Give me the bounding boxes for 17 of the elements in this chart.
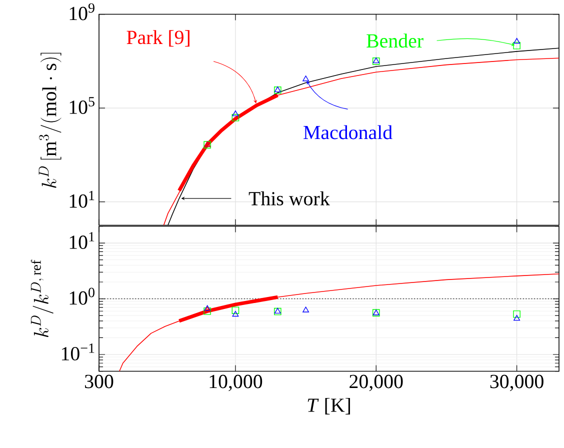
- x-tick-label: 30,000: [490, 374, 544, 391]
- y-tick-label: 10$^{1}$: [70, 190, 94, 208]
- y-tick-label: 10$^{−1}$: [62, 343, 94, 360]
- annotation: Bender: [366, 33, 424, 48]
- y-tick-label: 10$^{5}$: [70, 97, 94, 114]
- x-tick-label: 20,000: [350, 374, 403, 391]
- annotation: Macdonald: [304, 125, 392, 140]
- x-axis-title: T [K]: [308, 398, 350, 414]
- y-tick-label: 10$^{9}$: [70, 3, 94, 20]
- y-tick-label: 10$^{1}$: [70, 232, 94, 249]
- y-axis-title: $k^{D}/k^{D,\,\mathrm{ref}}$: [30, 260, 54, 337]
- x-tick-label: 300: [85, 374, 114, 388]
- y-axis-title: $k^{D}\,[\mathrm{m}^{3}/(\mathrm{mol}\cdot\mathrm{s})]$: [38, 52, 62, 188]
- x-tick-label: 10,000: [210, 374, 262, 391]
- annotation: Park [9]: [126, 30, 190, 47]
- y-tick-label: 10$^{0}$: [70, 288, 94, 305]
- annotation: This work: [248, 191, 330, 206]
